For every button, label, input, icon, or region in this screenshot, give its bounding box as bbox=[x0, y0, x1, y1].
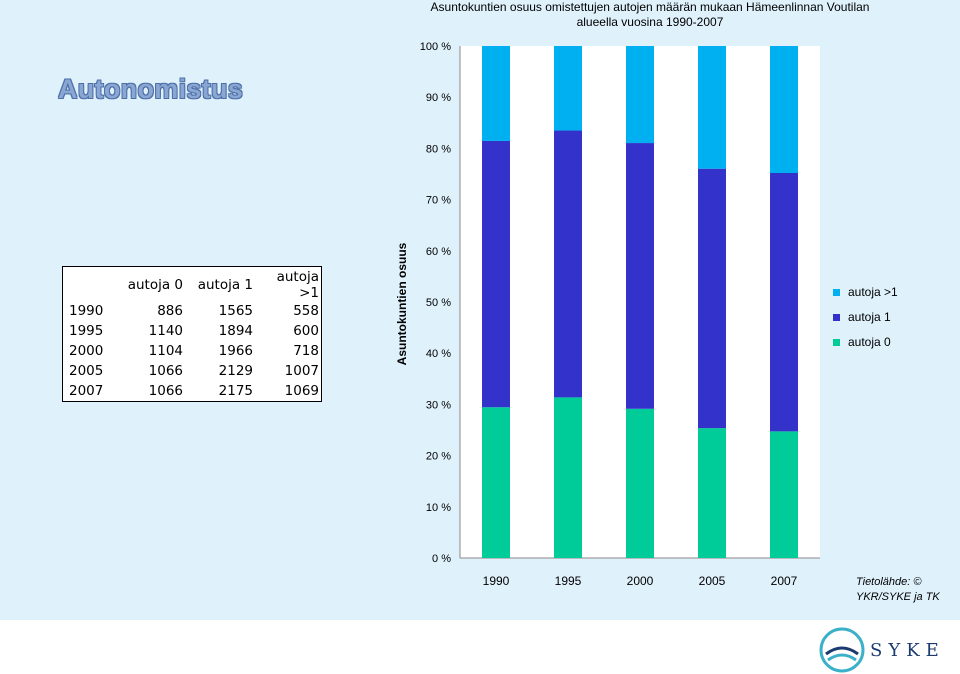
syke-logo-icon bbox=[819, 627, 865, 673]
table-header-row: autoja 0 autoja 1 autoja >1 bbox=[63, 267, 322, 301]
table-cell: 2175 bbox=[218, 383, 253, 399]
y-tick-label: 30 % bbox=[426, 399, 451, 411]
bar-segment bbox=[770, 46, 798, 173]
source-note-line-1: Tietolähde: © bbox=[856, 576, 922, 588]
x-tick-label: 1995 bbox=[555, 574, 582, 588]
bar-segment bbox=[770, 172, 798, 432]
legend: autoja >1 autoja 1 autoja 0 bbox=[833, 285, 898, 349]
y-tick-label: 80 % bbox=[426, 143, 451, 155]
table-cell: 1104 bbox=[148, 343, 183, 359]
table-cell: 1966 bbox=[218, 343, 253, 359]
table-cell: 1565 bbox=[218, 303, 253, 319]
legend-swatch bbox=[833, 314, 840, 321]
bar-segment bbox=[626, 408, 654, 558]
table-header-cell: autoja 0 bbox=[127, 277, 183, 293]
table-cell: 1066 bbox=[148, 363, 183, 379]
table-cell: 718 bbox=[293, 343, 319, 359]
logo-text: SYKE bbox=[870, 640, 945, 661]
legend-label: autoja 1 bbox=[848, 310, 891, 324]
bar-segment bbox=[626, 143, 654, 409]
x-tick-label: 2000 bbox=[627, 574, 654, 588]
y-tick-label: 50 % bbox=[426, 297, 451, 309]
footer-area bbox=[0, 620, 960, 672]
bar-segment bbox=[482, 407, 510, 558]
y-tick-label: 70 % bbox=[426, 195, 451, 207]
x-tick-labels: 1990 1995 2000 2005 2007 bbox=[483, 574, 798, 588]
bar-segment bbox=[698, 428, 726, 558]
x-tick-label: 2007 bbox=[771, 574, 798, 588]
bar-segment bbox=[554, 130, 582, 398]
bar-segment bbox=[770, 431, 798, 558]
y-tick-label: 90 % bbox=[426, 92, 451, 104]
table-cell: 2005 bbox=[69, 363, 104, 379]
table-row: 2007 1066 2175 1069 bbox=[63, 381, 322, 402]
table-cell: 886 bbox=[157, 303, 183, 319]
y-tick-label: 60 % bbox=[426, 246, 451, 258]
bar-segment bbox=[482, 140, 510, 408]
y-tick-label: 0 % bbox=[432, 553, 451, 565]
data-table: autoja 0 autoja 1 autoja >1 1990 886 156… bbox=[62, 266, 322, 402]
table-cell: 1990 bbox=[69, 303, 104, 319]
legend-swatch bbox=[833, 339, 840, 346]
y-tick-label: 10 % bbox=[426, 502, 451, 514]
y-tick-label: 40 % bbox=[426, 348, 451, 360]
table-cell: 600 bbox=[293, 323, 319, 339]
table-cell: 1995 bbox=[69, 323, 104, 339]
source-note-line-2: YKR/SYKE ja TK bbox=[856, 591, 940, 603]
table-row: 1995 1140 1894 600 bbox=[63, 321, 322, 341]
table-cell: 1140 bbox=[148, 323, 183, 339]
table-row: 2000 1104 1966 718 bbox=[63, 341, 322, 361]
y-tick-label: 20 % bbox=[426, 451, 451, 463]
table-cell: 1069 bbox=[284, 383, 319, 399]
x-tick-label: 2005 bbox=[699, 574, 726, 588]
section-title: Autonomistus bbox=[58, 74, 244, 104]
table-cell: 1066 bbox=[148, 383, 183, 399]
table-cell: 2129 bbox=[218, 363, 253, 379]
table-row: 2005 1066 2129 1007 bbox=[63, 361, 322, 381]
bar-segment bbox=[626, 46, 654, 144]
legend-label: autoja 0 bbox=[848, 335, 891, 349]
table-header-cell: autoja >1 bbox=[276, 269, 319, 301]
table-row: 1990 886 1565 558 bbox=[63, 301, 322, 321]
legend-swatch bbox=[833, 289, 840, 296]
bars bbox=[482, 46, 798, 558]
y-axis-title: Asuntokuntien osuus bbox=[395, 242, 409, 365]
chart-title: Asuntokuntien osuus omistettujen autojen… bbox=[430, 0, 870, 29]
table-header-cell: autoja 1 bbox=[197, 277, 253, 293]
legend-label: autoja >1 bbox=[848, 285, 898, 299]
table-cell: 1007 bbox=[284, 363, 319, 379]
bar-segment bbox=[554, 397, 582, 558]
bar-segment bbox=[698, 168, 726, 429]
x-tick-label: 1990 bbox=[483, 574, 510, 588]
table-cell: 2007 bbox=[69, 383, 104, 399]
bar-segment bbox=[698, 46, 726, 169]
table-cell: 2000 bbox=[69, 343, 104, 359]
bar-segment bbox=[482, 46, 510, 141]
stacked-bar-chart: 0 % 10 % 20 % 30 % 40 % 50 % 60 % 70 % 80 % 90 % 1… bbox=[395, 41, 940, 603]
bar-segment bbox=[554, 46, 582, 131]
y-tick-label: 100 % bbox=[420, 41, 451, 53]
y-tick-labels: 0 % 10 % 20 % 30 % 40 % 50 % 60 % 70 % 80 % 90 % 1… bbox=[420, 41, 451, 565]
table-cell: 1894 bbox=[218, 323, 253, 339]
table-cell: 558 bbox=[293, 303, 319, 319]
